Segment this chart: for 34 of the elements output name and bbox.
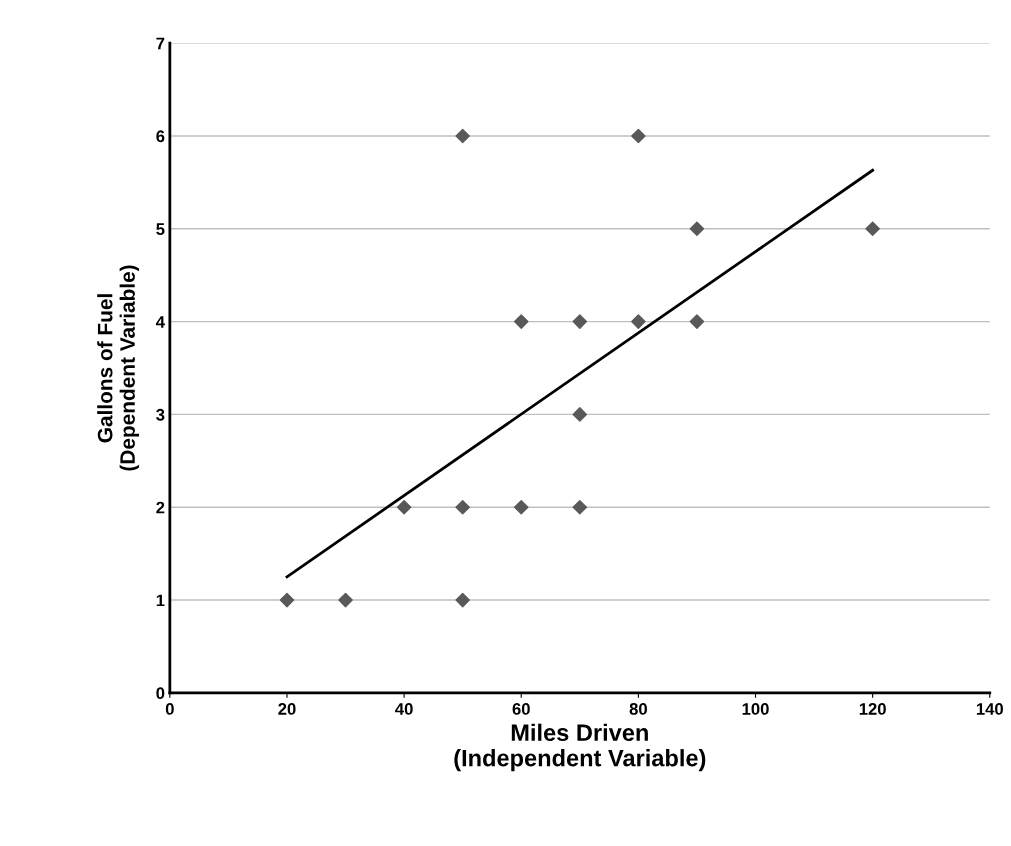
point	[455, 592, 470, 608]
y-tick-label: 2	[156, 501, 165, 514]
point	[572, 499, 588, 515]
y-axis-title: Gallons of Fuel (Dependent Variable)	[97, 265, 140, 471]
y-tick-label: 1	[156, 594, 165, 607]
point	[513, 314, 529, 329]
y-tick-label: 7	[156, 37, 165, 50]
point	[572, 407, 588, 422]
point	[279, 592, 295, 608]
point	[631, 128, 646, 144]
y-tick-label: 0	[156, 687, 165, 700]
x-axis-title: Miles Driven (Independent Variable)	[454, 723, 706, 772]
point	[513, 499, 529, 515]
point	[338, 592, 353, 608]
point	[689, 221, 705, 237]
y-tick-label: 6	[156, 130, 165, 143]
x-tick-label: 140	[976, 703, 1003, 715]
point	[572, 314, 588, 329]
x-tick-label: 60	[512, 703, 530, 715]
x-tick-label: 100	[742, 703, 769, 715]
point	[455, 499, 470, 515]
y-tick-label: 3	[156, 408, 165, 421]
x-tick-label: 40	[395, 703, 413, 715]
y-tick-label: 5	[156, 223, 165, 235]
point	[631, 314, 646, 329]
y-tick-label: 4	[155, 316, 165, 328]
x-tick-label: 20	[278, 703, 296, 715]
point	[455, 128, 470, 144]
x-tick-label: 80	[629, 703, 647, 715]
point	[865, 221, 880, 237]
point	[689, 314, 705, 329]
x-tick-label: 0	[165, 703, 174, 715]
x-tick-label: 120	[859, 703, 886, 715]
point	[396, 499, 412, 515]
